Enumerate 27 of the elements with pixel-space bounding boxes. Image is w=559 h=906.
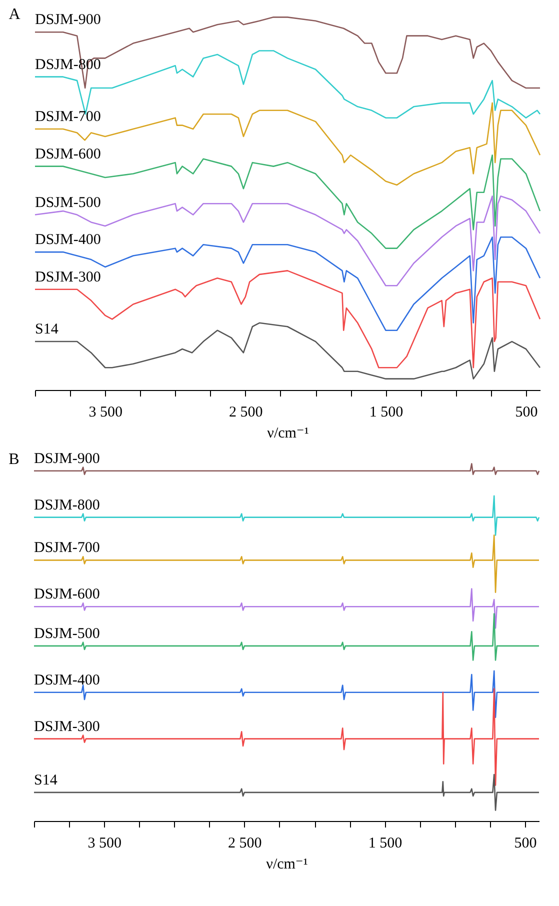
series-label: S14 [34,772,58,788]
series-label: DSJM-800 [34,497,100,514]
series-label: DSJM-300 [35,269,101,286]
series-label: DSJM-400 [35,232,101,248]
x-tick-label: 500 [515,404,538,420]
x-tick-label: 1 500 [369,404,404,420]
x-axis-title: ν/cm⁻¹ [266,856,308,872]
chart-title: B [8,450,20,468]
series-label: DSJM-700 [34,540,100,556]
x-tick-label: 3 500 [88,404,123,420]
series-label: DSJM-500 [34,626,100,642]
series-label: DSJM-300 [34,718,100,735]
series-label: DSJM-600 [34,586,100,603]
x-tick-label: 1 500 [368,836,402,852]
x-tick-label: 2 500 [228,836,262,852]
x-tick-label: 2 500 [229,404,263,420]
x-tick-label: 500 [514,836,537,852]
chart-title: A [8,6,21,23]
series-label: DSJM-700 [35,109,101,126]
series-label: S14 [35,322,59,338]
series-label: DSJM-500 [35,194,101,211]
series-label: DSJM-600 [35,146,101,162]
x-tick-label: 3 500 [88,836,122,852]
series-label: DSJM-900 [34,450,100,467]
x-axis-title: ν/cm⁻¹ [267,426,309,442]
series-label: DSJM-900 [35,12,101,28]
series-label: DSJM-400 [34,672,100,688]
